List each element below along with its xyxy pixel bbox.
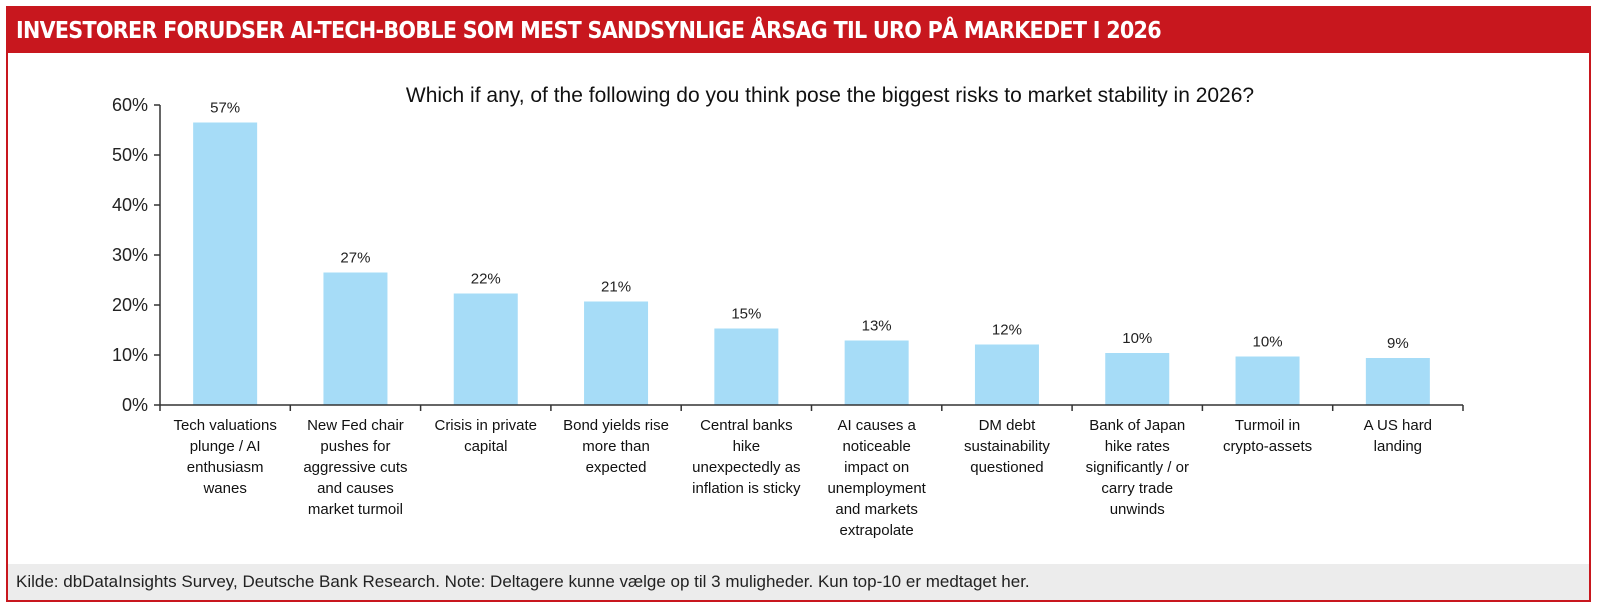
category-label-line: unwinds [1110,501,1165,518]
bar [1365,358,1430,405]
bars: 57% 27% 22% 21% 15% 13% 12% 10% 10% 9% [193,100,1430,405]
category-label-line: carry trade [1101,480,1173,497]
category-label: Turmoil in crypto-assets [1223,417,1312,455]
y-tick-label: 60% [112,95,148,115]
data-label: 9% [1387,335,1409,352]
bar [323,272,388,405]
data-label: 27% [340,250,370,267]
bar-chart: Which if any, of the following do you th… [112,84,1464,539]
category-label: New Fed chair pushes for aggressive cuts an… [303,417,407,518]
header-banner: INVESTORER FORUDSER AI-TECH-BOBLE SOM ME… [8,8,1589,53]
data-label: 10% [1122,330,1152,347]
bar [974,344,1039,405]
category-label-line: DM debt [979,417,1037,434]
category-label: Central banks hike unexpectedly as inflatio… [692,417,801,497]
category-label-line: unemployment [827,480,926,497]
y-tick-label: 20% [112,295,148,315]
category-label-line: capital [464,438,507,455]
category-label-line: Central banks [700,417,793,434]
headline: INVESTORER FORUDSER AI-TECH-BOBLE SOM ME… [16,17,1162,44]
bar [453,293,518,405]
source-text: Kilde: dbDataInsights Survey, Deutsche B… [16,572,1030,591]
category-label-line: aggressive cuts [303,459,407,476]
chart-title: Which if any, of the following do you th… [406,84,1254,107]
bar [844,340,909,405]
data-label: 57% [210,100,240,117]
data-label: 12% [992,322,1022,339]
category-label-line: significantly / or [1086,459,1189,476]
x-axis: Tech valuations plunge / AI enthusiasm wane… [159,404,1464,539]
bar [1235,356,1300,405]
category-label-line: extrapolate [840,522,914,539]
category-label-line: plunge / AI [190,438,261,455]
category-label-line: noticeable [842,438,910,455]
category-label-line: unexpectedly as [692,459,800,476]
bar [193,122,258,405]
category-label-line: crypto-assets [1223,438,1312,455]
category-label-line: Turmoil in [1235,417,1300,434]
y-tick-label: 40% [112,195,148,215]
category-label-line: A US hard [1364,417,1432,434]
y-tick-label: 10% [112,345,148,365]
category-label-line: and causes [317,480,394,497]
data-label: 13% [862,318,892,335]
category-label-line: impact on [844,459,909,476]
category-label-line: and markets [835,501,918,518]
category-label: AI causes a noticeable impact on unemployme… [827,417,926,539]
category-label-line: inflation is sticky [692,480,801,497]
category-label: Crisis in private capital [434,417,537,455]
y-tick-label: 50% [112,145,148,165]
category-label-line: questioned [970,459,1043,476]
category-label-line: more than [582,438,650,455]
category-label-line: hike [733,438,761,455]
category-label-line: Bond yields rise [563,417,669,434]
category-label-line: pushes for [320,438,390,455]
data-label: 22% [471,271,501,288]
category-label-line: hike rates [1105,438,1170,455]
category-label: Bank of Japan hike rates significantly / o… [1086,417,1189,518]
category-label: Tech valuations plunge / AI enthusiasm wane… [173,417,276,497]
bar [584,301,649,405]
category-label-line: enthusiasm [187,459,264,476]
category-label-line: Bank of Japan [1089,417,1185,434]
source-note: Kilde: dbDataInsights Survey, Deutsche B… [8,564,1589,600]
category-label-line: market turmoil [308,501,403,518]
category-label-line: New Fed chair [307,417,404,434]
category-label-line: expected [586,459,647,476]
y-tick-label: 0% [122,395,148,415]
chart-frame: INVESTORER FORUDSER AI-TECH-BOBLE SOM ME… [6,6,1591,602]
bar [714,328,779,405]
category-label: Bond yields rise more than expected [563,417,669,476]
category-label-line: wanes [202,480,246,497]
category-label-line: sustainability [964,438,1050,455]
category-label-line: AI causes a [837,417,916,434]
category-label: A US hard landing [1364,417,1432,455]
category-label-line: Crisis in private [434,417,537,434]
category-label-line: Tech valuations [173,417,276,434]
y-tick-label: 30% [112,245,148,265]
data-label: 21% [601,279,631,296]
data-label: 10% [1253,334,1283,351]
data-label: 15% [731,306,761,323]
bar [1105,353,1170,405]
y-axis: 0% 10% 20% 30% 40% 50% 60% [112,95,161,415]
category-label: DM debt sustainability questioned [964,417,1050,476]
category-label-line: landing [1374,438,1422,455]
